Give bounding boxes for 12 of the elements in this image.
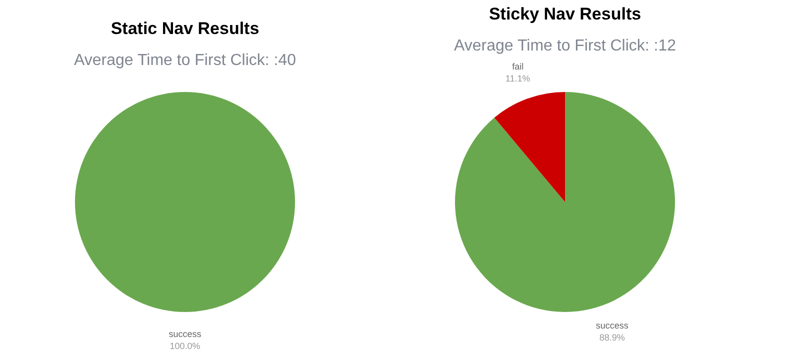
data-label: 100.0%	[170, 341, 200, 351]
slice-label: success	[168, 329, 202, 339]
chart-title: Static Nav Results	[110, 19, 260, 38]
pie-slice	[455, 92, 675, 312]
slice-label: fail	[512, 61, 524, 72]
slice-label: success	[596, 320, 629, 331]
data-label: 11.1%	[505, 73, 530, 84]
data-label: 88.9%	[599, 332, 625, 343]
pie-slice	[494, 92, 565, 202]
chart-subtitle: Average Time to First Click: :12	[454, 37, 676, 54]
chart-subtitle: Average Time to First Click: :40	[74, 52, 296, 69]
chart-title: Sticky Nav Results	[488, 4, 642, 24]
